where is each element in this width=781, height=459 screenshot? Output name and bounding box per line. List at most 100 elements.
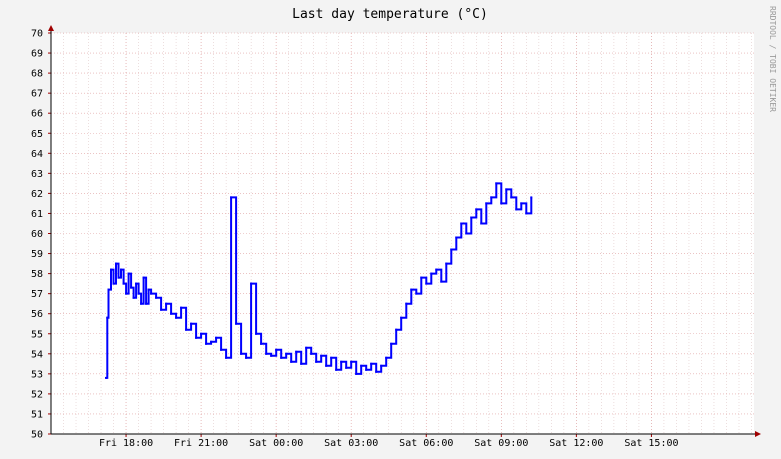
series-point: [455, 236, 458, 239]
series-point: [147, 288, 150, 291]
series-point: [415, 292, 418, 295]
series-point: [405, 302, 408, 305]
series-point: [390, 342, 393, 345]
series-point: [142, 276, 145, 279]
x-tick-label: Sat 03:00: [324, 438, 378, 449]
y-tick-label: 57: [31, 289, 43, 300]
y-tick-label: 52: [31, 389, 43, 400]
x-tick-label: Fri 21:00: [174, 438, 228, 449]
series-point: [300, 362, 303, 365]
series-point: [320, 354, 323, 357]
series-point: [440, 280, 443, 283]
series-point: [435, 268, 438, 271]
series-point: [400, 316, 403, 319]
x-axis-ticks: Fri 18:00 Fri 21:00 Sat 00:00 Sat 03:00 Sat …: [99, 434, 679, 449]
series-point: [275, 348, 278, 351]
series-point: [380, 364, 383, 367]
series-point: [410, 288, 413, 291]
y-tick-label: 65: [31, 129, 43, 140]
series-point: [365, 368, 368, 371]
series-point: [107, 288, 110, 291]
y-tick-label: 51: [31, 409, 43, 420]
y-tick-label: 54: [31, 349, 43, 360]
series-point: [335, 368, 338, 371]
series-point: [137, 292, 140, 295]
series-point: [520, 202, 523, 205]
series-point: [310, 352, 313, 355]
series-point: [495, 182, 498, 185]
series-point: [240, 352, 243, 355]
y-tick-label: 56: [31, 309, 43, 320]
series-point: [375, 370, 378, 373]
series-point: [345, 366, 348, 369]
y-tick-label: 63: [31, 169, 43, 180]
series-point: [132, 296, 135, 299]
series-point: [475, 208, 478, 211]
series-point: [112, 282, 115, 285]
series-point: [265, 352, 268, 355]
series-point: [290, 360, 293, 363]
y-tick-label: 60: [31, 229, 43, 240]
x-tick-label: Sat 15:00: [624, 438, 678, 449]
series-point: [385, 356, 388, 359]
series-point: [200, 332, 203, 335]
x-tick-label: Sat 00:00: [249, 438, 303, 449]
series-point: [315, 360, 318, 363]
y-tick-label: 67: [31, 89, 43, 100]
series-point: [122, 282, 125, 285]
series-point: [190, 322, 193, 325]
y-tick-label: 70: [31, 29, 43, 40]
y-tick-label: 50: [31, 430, 43, 441]
series-point: [325, 364, 328, 367]
x-tick-label: Sat 12:00: [549, 438, 603, 449]
series-point: [210, 340, 213, 343]
series-point: [106, 316, 109, 319]
series-point: [245, 356, 248, 359]
series-point: [470, 216, 473, 219]
series-point: [530, 196, 533, 199]
series-layer: [105, 182, 533, 379]
y-tick-label: 66: [31, 109, 43, 120]
series-point: [485, 202, 488, 205]
series-point: [165, 302, 168, 305]
series-point: [105, 376, 107, 379]
series-point: [340, 360, 343, 363]
series-point: [350, 360, 353, 363]
series-point: [140, 302, 143, 305]
series-point: [305, 346, 308, 349]
series-point: [295, 350, 298, 353]
series-point: [175, 316, 178, 319]
series-point: [510, 196, 513, 199]
series-point: [230, 196, 233, 199]
series-point: [465, 232, 468, 235]
series-point: [395, 328, 398, 331]
series-point: [120, 268, 122, 271]
y-tick-label: 62: [31, 189, 43, 200]
series-point: [115, 262, 117, 265]
y-tick-label: 58: [31, 269, 43, 280]
series-point: [145, 302, 148, 305]
series-point: [430, 272, 433, 275]
series-point: [195, 336, 198, 339]
series-point: [515, 208, 518, 211]
series-point: [170, 312, 173, 315]
series-point: [180, 306, 183, 309]
series-line: [106, 182, 533, 379]
y-tick-label: 68: [31, 69, 43, 80]
series-point: [215, 336, 218, 339]
y-tick-label: 55: [31, 329, 43, 340]
series-point: [490, 196, 493, 199]
series-point: [280, 356, 283, 359]
series-point: [500, 202, 503, 205]
series-point: [450, 248, 453, 251]
chart-watermark: RRDTOOL / TOBI OETIKER: [768, 6, 777, 112]
series-point: [225, 356, 228, 359]
series-point: [420, 276, 423, 279]
series-point: [505, 188, 508, 191]
series-point: [127, 272, 130, 275]
y-tick-label: 69: [31, 49, 43, 60]
series-point: [425, 282, 428, 285]
series-point: [135, 282, 138, 285]
x-tick-label: Sat 06:00: [399, 438, 453, 449]
